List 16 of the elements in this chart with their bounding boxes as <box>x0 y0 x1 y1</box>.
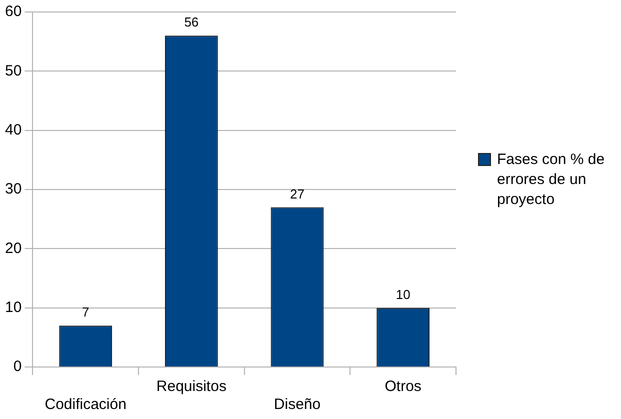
y-tick-label: 0 <box>13 358 22 376</box>
data-label: 7 <box>82 304 90 320</box>
data-label: 10 <box>396 286 410 302</box>
x-tick-label: Codificación <box>44 396 126 414</box>
data-label: 56 <box>184 14 199 30</box>
y-tick-label: 50 <box>4 62 22 80</box>
y-tick-label: 30 <box>4 180 22 198</box>
data-label: 27 <box>290 186 304 202</box>
y-tick-label: 60 <box>4 3 22 20</box>
x-tick-label: Diseño <box>274 396 321 414</box>
y-tick-label: 40 <box>4 121 22 138</box>
legend-label: Fases con % de errores de un proyecto <box>497 150 606 210</box>
x-tick-label: Requisitos <box>156 378 226 396</box>
y-tick-label: 10 <box>4 298 22 316</box>
y-tick-label: 20 <box>4 240 22 257</box>
x-tick-label: Otros <box>384 378 422 396</box>
